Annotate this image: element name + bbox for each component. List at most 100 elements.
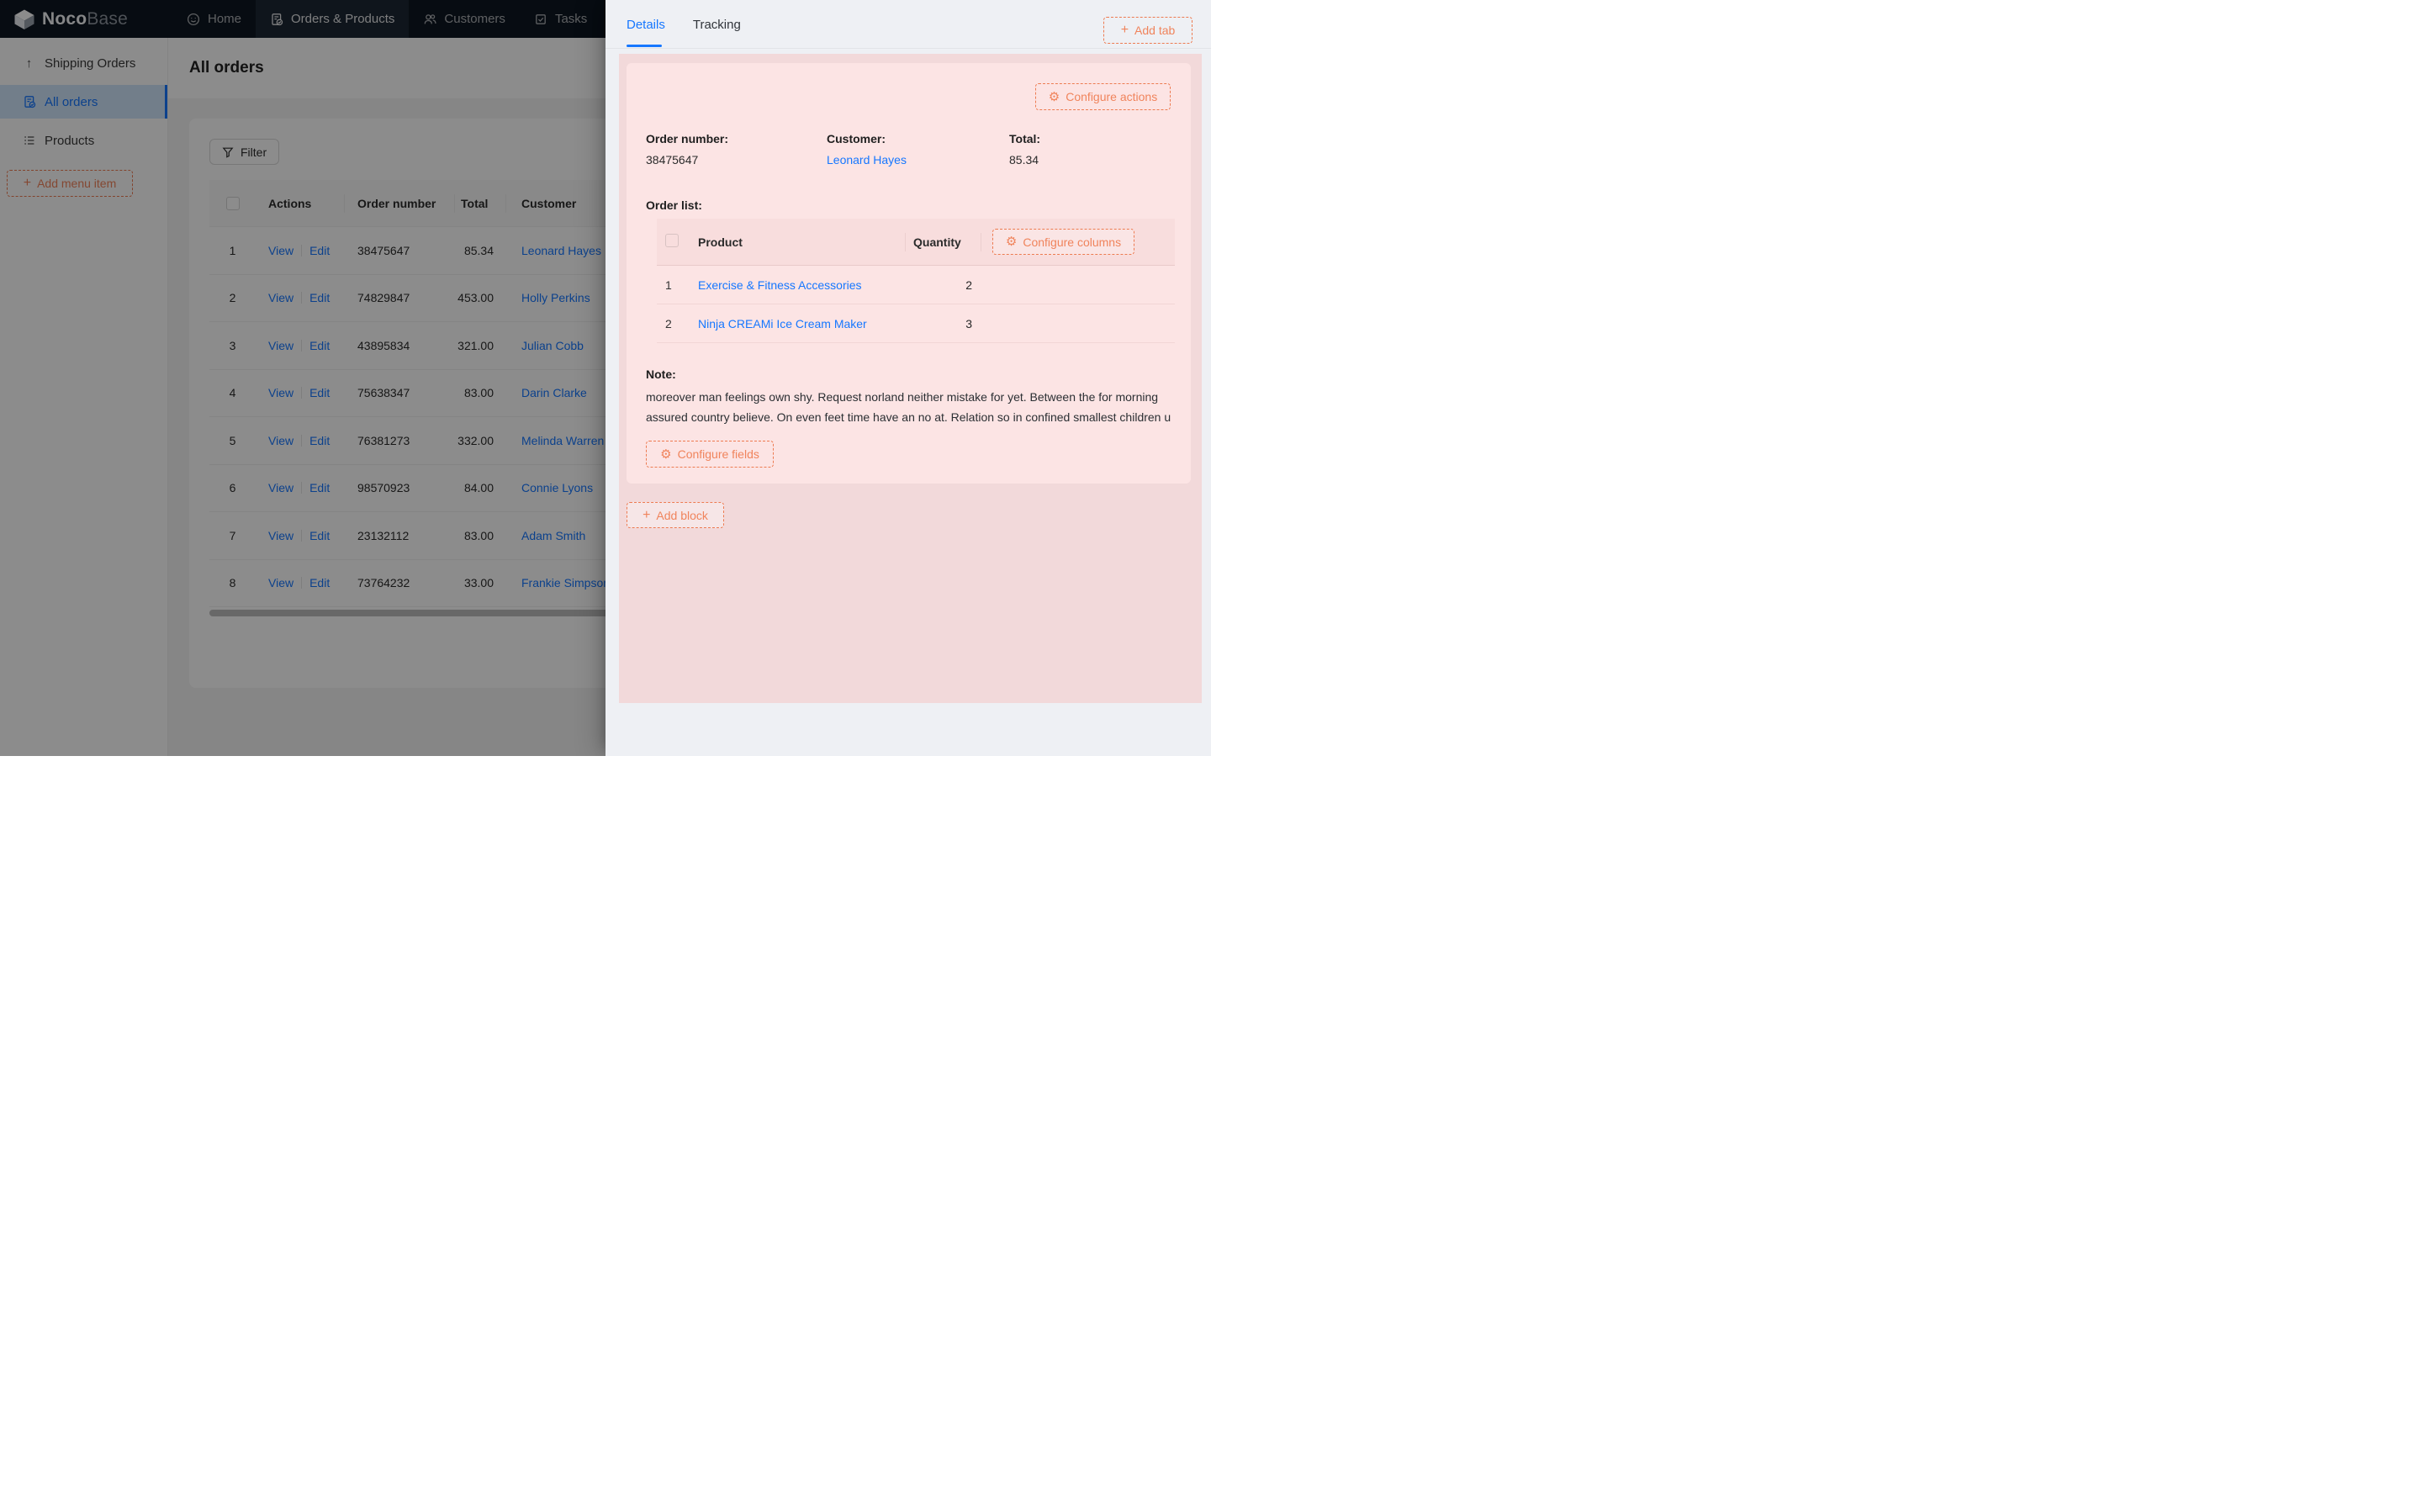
gear-icon: ⚙ — [1005, 234, 1018, 249]
customer-link[interactable]: Frankie Simpson — [521, 576, 611, 590]
filter-button[interactable]: Filter — [209, 139, 280, 165]
customer-link[interactable]: Leonard Hayes — [827, 153, 907, 167]
view-link[interactable]: View — [268, 433, 294, 447]
detail-fields: Order number: 38475647 Customer: Leonard… — [646, 132, 1171, 167]
customer-link[interactable]: Holly Perkins — [521, 291, 590, 305]
edit-link[interactable]: Edit — [309, 291, 331, 305]
row-index: 6 — [229, 481, 236, 495]
quantity-cell: 2 — [965, 278, 972, 292]
customer-link[interactable]: Melinda Warren — [521, 433, 605, 447]
select-all-checkbox[interactable] — [225, 196, 240, 210]
details-block: ⚙ Configure actions Order number: 384756… — [627, 63, 1191, 484]
sidebar: ↑ Shipping Orders All orders — [0, 38, 168, 756]
view-link[interactable]: View — [268, 481, 294, 495]
add-block-button-drawer[interactable]: + Add block — [627, 502, 724, 528]
add-menu-item-button[interactable]: + Add menu item — [7, 170, 133, 197]
customer-link[interactable]: Darin Clarke — [521, 386, 587, 400]
configure-columns-button[interactable]: ⚙ Configure columns — [992, 229, 1134, 255]
view-link[interactable]: View — [268, 243, 294, 257]
field-label: Customer: — [827, 132, 886, 145]
edit-link[interactable]: Edit — [309, 481, 331, 495]
view-link[interactable]: View — [268, 576, 294, 590]
filter-icon — [222, 147, 234, 158]
drawer-tab-bar: Details Tracking + Add tab — [606, 0, 1211, 49]
column-header-total: Total — [454, 197, 505, 210]
tab-tracking[interactable]: Tracking — [692, 17, 741, 32]
select-all-checkbox[interactable] — [665, 234, 679, 247]
sidebar-item-all-orders[interactable]: All orders — [0, 85, 167, 119]
divider — [301, 387, 303, 399]
drawer-mask[interactable] — [0, 0, 606, 756]
product-link[interactable]: Ninja CREAMi Ice Cream Maker — [698, 316, 867, 330]
plus-icon: + — [1120, 23, 1129, 37]
divider — [301, 339, 303, 352]
divider — [301, 434, 303, 447]
app-logo-text: NocoBase — [42, 8, 128, 29]
product-link[interactable]: Exercise & Fitness Accessories — [698, 278, 862, 292]
team-icon — [423, 13, 437, 26]
details-drawer: Details Tracking + Add tab ⚙ Configure a… — [606, 0, 1211, 756]
edit-link[interactable]: Edit — [309, 243, 331, 257]
order-list-table-header: Product Quantity ⚙ Configure columns — [657, 219, 1175, 266]
total-cell: 84.00 — [463, 481, 494, 495]
add-tab-button[interactable]: + Add tab — [1103, 17, 1192, 44]
nav-item-tasks[interactable]: Tasks — [520, 0, 601, 38]
order-number-cell: 98570923 — [357, 481, 410, 495]
page-title: All orders — [189, 59, 264, 77]
edit-link[interactable]: Edit — [309, 528, 331, 542]
edit-link[interactable]: Edit — [309, 338, 331, 352]
customer-link[interactable]: Leonard Hayes — [521, 243, 601, 257]
row-index: 2 — [229, 291, 236, 305]
sidebar-item-label: Shipping Orders — [45, 56, 136, 71]
sidebar-item-label: Products — [45, 133, 95, 148]
order-doc-icon — [22, 95, 36, 108]
column-header-customer: Customer — [505, 197, 1002, 210]
tasks-icon — [534, 13, 547, 26]
row-index: 5 — [229, 433, 236, 447]
total-cell: 83.00 — [463, 386, 494, 400]
sidebar-item-shipping-orders[interactable]: ↑ Shipping Orders — [0, 46, 167, 80]
top-nav-menu: Home Orders & Products — [172, 0, 601, 38]
customer-link[interactable]: Adam Smith — [521, 528, 586, 542]
tab-details[interactable]: Details — [627, 17, 665, 32]
arrow-up-icon: ↑ — [25, 56, 33, 71]
nav-item-label: Home — [208, 12, 242, 26]
field-customer: Customer: Leonard Hayes — [827, 132, 1009, 167]
edit-link[interactable]: Edit — [309, 433, 331, 447]
nav-item-home[interactable]: Home — [172, 0, 256, 38]
column-header-actions: Actions — [268, 196, 312, 210]
customer-link[interactable]: Connie Lyons — [521, 481, 594, 495]
sidebar-item-label: All orders — [45, 94, 98, 109]
nav-item-label: Orders & Products — [291, 12, 395, 26]
note-text: moreover man feelings own shy. Request n… — [646, 390, 1171, 424]
total-cell: 85.34 — [463, 243, 494, 257]
note-label: Note: — [646, 367, 676, 381]
view-link[interactable]: View — [268, 338, 294, 352]
nav-item-label: Customers — [444, 12, 505, 26]
order-number-cell: 74829847 — [357, 291, 410, 305]
total-cell: 83.00 — [463, 528, 494, 542]
total-cell: 33.00 — [463, 576, 494, 590]
edit-link[interactable]: Edit — [309, 386, 331, 400]
sidebar-item-products[interactable]: Products — [0, 124, 167, 157]
column-header-product: Product — [698, 235, 743, 249]
field-label: Order number: — [646, 132, 729, 145]
app-logo[interactable]: NocoBase — [0, 8, 172, 30]
configure-fields-button[interactable]: ⚙ Configure fields — [646, 441, 774, 468]
order-number-cell: 43895834 — [357, 338, 410, 352]
customer-link[interactable]: Julian Cobb — [521, 338, 584, 352]
field-value: 85.34 — [1009, 153, 1039, 167]
edit-link[interactable]: Edit — [309, 576, 331, 590]
total-cell: 453.00 — [457, 291, 494, 305]
nav-item-customers[interactable]: Customers — [409, 0, 520, 38]
field-value: 38475647 — [646, 153, 699, 167]
view-link[interactable]: View — [268, 386, 294, 400]
order-number-cell: 38475647 — [357, 243, 410, 257]
configure-actions-button[interactable]: ⚙ Configure actions — [1035, 83, 1171, 110]
view-link[interactable]: View — [268, 528, 294, 542]
quantity-cell: 3 — [965, 316, 972, 330]
orders-icon — [270, 13, 283, 26]
nav-item-orders-products[interactable]: Orders & Products — [256, 0, 410, 38]
details-tab-panel: ⚙ Configure actions Order number: 384756… — [619, 54, 1202, 703]
view-link[interactable]: View — [268, 291, 294, 305]
